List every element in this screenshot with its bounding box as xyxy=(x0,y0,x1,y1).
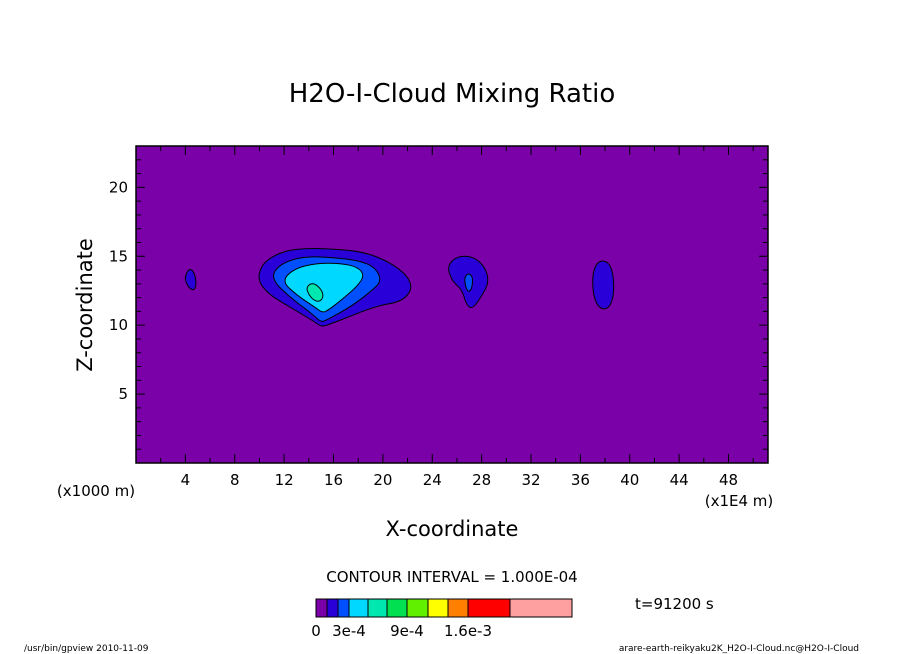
colorbar-tick-label: 3e-4 xyxy=(332,622,366,640)
colorbar-swatch xyxy=(509,598,573,618)
x-tick-label: 36 xyxy=(571,471,590,489)
contour-blob-4 xyxy=(284,262,364,313)
footer-right: arare-earth-reikyaku2K_H2O-I-Cloud.nc@H2… xyxy=(619,644,859,654)
x-axis-title: X-coordinate xyxy=(386,517,519,541)
time-label: t=91200 s xyxy=(635,595,714,613)
colorbar-tick-label: 0 xyxy=(311,622,321,640)
colorbar-swatch xyxy=(406,598,429,618)
x-tick-label: 32 xyxy=(521,471,540,489)
y-unit-label: (x1000 m) xyxy=(57,482,135,500)
chart-title: H2O-I-Cloud Mixing Ratio xyxy=(289,79,616,109)
contour-blob-8 xyxy=(592,260,615,310)
contour-blob-7 xyxy=(464,273,474,292)
colorbar-swatch xyxy=(367,598,388,618)
x-tick-label: 44 xyxy=(670,471,689,489)
plot-frame xyxy=(135,145,769,464)
colorbar-swatch xyxy=(447,598,469,618)
x-tick-label: 4 xyxy=(181,471,191,489)
y-tick-label: 20 xyxy=(109,178,128,196)
colorbar-swatch xyxy=(386,598,408,618)
colorbar: 0 3e-4 9e-4 1.6e-3 xyxy=(311,598,573,640)
x-tick-label: 24 xyxy=(423,471,442,489)
y-tick-label: 5 xyxy=(118,385,128,403)
colorbar-swatch xyxy=(467,598,511,618)
x-tick-label: 20 xyxy=(373,471,392,489)
colorbar-swatch xyxy=(315,598,328,618)
footer-left: /usr/bin/gpview 2010-11-09 xyxy=(24,644,149,654)
y-axis-title: Z-coordinate xyxy=(73,238,97,372)
y-tick-label: 10 xyxy=(109,316,128,334)
x-tick-label: 40 xyxy=(620,471,639,489)
colorbar-tick-label: 9e-4 xyxy=(390,622,424,640)
x-tick-label: 48 xyxy=(719,471,738,489)
x-tick-label: 8 xyxy=(230,471,240,489)
contour-layer xyxy=(184,247,615,327)
x-tick-label: 12 xyxy=(275,471,294,489)
contour-interval-text: CONTOUR INTERVAL = 1.000E-04 xyxy=(326,568,577,586)
plot-background xyxy=(136,146,768,463)
x-unit-label: (x1E4 m) xyxy=(705,492,774,510)
colorbar-swatch xyxy=(427,598,449,618)
x-tick-label: 16 xyxy=(324,471,343,489)
colorbar-swatch xyxy=(326,598,339,618)
x-tick-label: 28 xyxy=(472,471,491,489)
colorbar-tick-label: 1.6e-3 xyxy=(444,622,492,640)
y-tick-label: 15 xyxy=(109,247,128,265)
contour-blob-5 xyxy=(306,283,324,302)
colorbar-swatch xyxy=(348,598,369,618)
contour-blob-1 xyxy=(184,269,197,291)
colorbar-swatch xyxy=(337,598,350,618)
